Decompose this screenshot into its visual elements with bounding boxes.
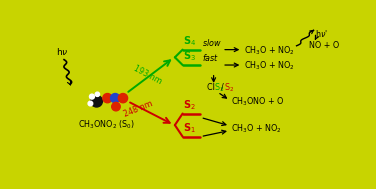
Text: S$_2$: S$_2$ [224, 81, 235, 94]
Circle shape [88, 101, 93, 106]
Text: S$_3$: S$_3$ [214, 81, 225, 94]
Circle shape [103, 94, 112, 103]
Text: CH$_3$ONO$_2$ (S$_0$): CH$_3$ONO$_2$ (S$_0$) [78, 118, 135, 131]
Circle shape [95, 92, 100, 96]
Text: $\mathit{fast}$: $\mathit{fast}$ [202, 53, 219, 64]
Text: S$_1$: S$_1$ [183, 121, 196, 135]
Circle shape [118, 94, 127, 103]
Text: h$\nu$': h$\nu$' [315, 28, 328, 39]
Text: S$_3$: S$_3$ [183, 50, 196, 64]
Circle shape [89, 94, 94, 99]
Circle shape [111, 94, 120, 103]
Text: S$_4$: S$_4$ [183, 34, 197, 48]
Text: CH$_3$O + NO$_2$: CH$_3$O + NO$_2$ [244, 60, 295, 72]
Text: /: / [221, 83, 224, 92]
Text: 248 nm: 248 nm [123, 99, 154, 119]
Circle shape [112, 102, 120, 111]
Text: Cl: Cl [208, 83, 218, 92]
Text: CH$_3$ONO + O: CH$_3$ONO + O [232, 96, 285, 108]
Text: 193 nm: 193 nm [132, 64, 164, 86]
Text: h$\nu$: h$\nu$ [56, 46, 69, 57]
Text: $\mathit{slow}$: $\mathit{slow}$ [202, 37, 222, 48]
Circle shape [91, 95, 102, 107]
Text: NO + O: NO + O [309, 41, 339, 50]
Text: S$_2$: S$_2$ [183, 98, 196, 112]
Text: CH$_3$O + NO$_2$: CH$_3$O + NO$_2$ [232, 123, 282, 135]
Text: CH$_3$O + NO$_2$: CH$_3$O + NO$_2$ [244, 44, 295, 57]
